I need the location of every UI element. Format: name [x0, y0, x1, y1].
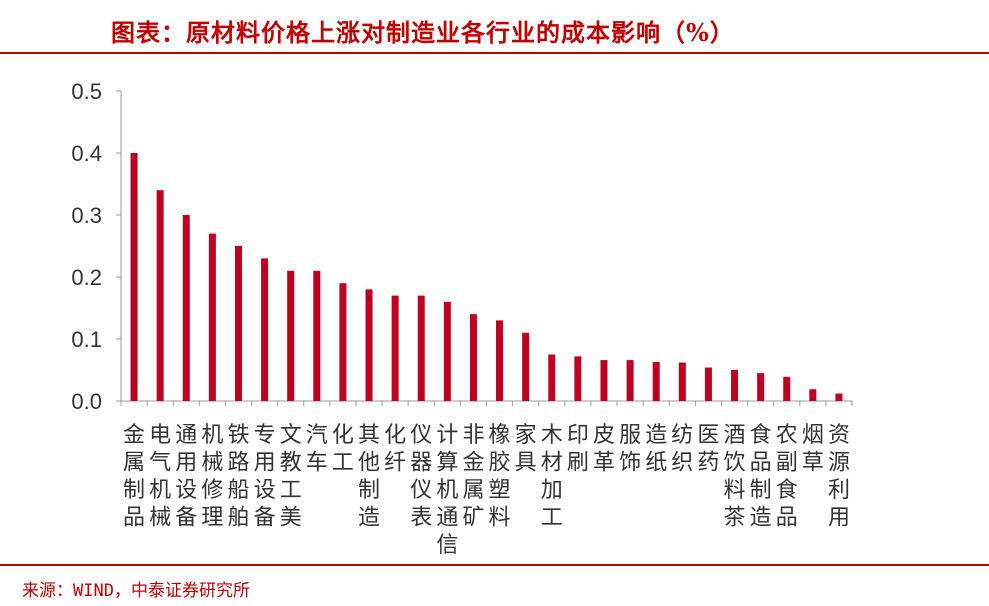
- y-tick-label: 0.0: [71, 389, 102, 414]
- bar-12: [417, 295, 425, 401]
- y-tick-label: 0.2: [71, 265, 102, 290]
- category-labels: 金属制品电气机械通用设备机械修理铁路船舶专用设备文教工美汽车化工其他制造化纤仪器…: [123, 423, 850, 558]
- bar-18: [574, 356, 582, 401]
- bar-25: [757, 373, 765, 401]
- bar-23: [704, 367, 712, 401]
- category-label: 服饰: [619, 423, 641, 476]
- category-label: 电气机械: [149, 423, 171, 531]
- category-label: 通用设备: [175, 423, 197, 531]
- category-label: 木材加工: [541, 423, 563, 531]
- source-note: 来源：WIND，中泰证券研究所: [22, 581, 250, 601]
- category-label: 非金属矿: [462, 423, 484, 531]
- category-label: 食品制造: [750, 423, 772, 531]
- title-divider: [0, 52, 989, 54]
- bar-13: [443, 301, 451, 401]
- bar-2: [156, 190, 164, 401]
- category-label: 文教工美: [280, 423, 302, 531]
- category-label: 印刷: [567, 423, 589, 476]
- bar-chart: 0.0 0.1 0.2 0.3 0.4 0.5 金属制品电气机械通用设备机械修理铁路船舶专…: [71, 79, 853, 558]
- y-tick-label: 0.3: [71, 203, 102, 228]
- bar-6: [261, 258, 269, 401]
- category-label: 皮革: [593, 423, 615, 476]
- category-label: 机械修理: [201, 423, 223, 531]
- y-tick-label: 0.1: [71, 327, 102, 352]
- category-label: 橡胶塑料: [489, 423, 511, 531]
- category-label: 铁路船舶: [227, 423, 249, 531]
- bar-8: [313, 270, 321, 401]
- category-label: 化工: [332, 423, 354, 476]
- bar-28: [835, 393, 843, 401]
- category-label: 医药: [697, 423, 719, 476]
- bar-20: [626, 360, 634, 401]
- category-label: 化纤: [384, 423, 406, 476]
- y-tick-label: 0.4: [71, 141, 102, 166]
- title-bar: 图表：原材料价格上涨对制造业各行业的成本影响（%）: [0, 0, 989, 50]
- bar-24: [731, 370, 739, 401]
- category-label: 农副食品: [776, 423, 798, 531]
- category-label: 烟草: [802, 423, 824, 476]
- bar-1: [130, 153, 138, 401]
- footer-divider: [0, 564, 989, 566]
- bar-19: [600, 360, 608, 401]
- bar-10: [365, 289, 373, 401]
- bar-26: [783, 376, 791, 401]
- bar-27: [809, 389, 817, 401]
- chart-title: 图表：原材料价格上涨对制造业各行业的成本影响（%）: [111, 18, 735, 47]
- category-label: 专用设备: [254, 423, 276, 531]
- bar-5: [234, 246, 242, 401]
- bar-4: [208, 233, 216, 401]
- category-label: 其他制造: [358, 423, 380, 531]
- category-label: 计算机通信: [436, 423, 458, 558]
- category-label: 家具: [515, 423, 537, 476]
- bar-9: [339, 283, 347, 401]
- bar-11: [391, 295, 399, 401]
- y-tick-label: 0.5: [71, 79, 102, 104]
- category-label: 仪器仪表: [410, 423, 432, 531]
- bars: [130, 153, 843, 401]
- bar-14: [469, 314, 477, 401]
- category-label: 金属制品: [123, 423, 145, 531]
- y-axis: 0.0 0.1 0.2 0.3 0.4 0.5: [71, 79, 122, 414]
- category-label: 汽车: [306, 423, 328, 476]
- bar-17: [548, 354, 556, 401]
- bar-7: [287, 270, 295, 401]
- bar-22: [678, 362, 686, 401]
- bar-3: [182, 215, 190, 401]
- category-label: 酒饮料茶: [724, 423, 746, 531]
- bar-15: [496, 320, 504, 401]
- bar-21: [652, 361, 660, 401]
- category-label: 造纸: [645, 423, 667, 476]
- category-label: 资源利用: [828, 423, 850, 531]
- x-axis: [120, 400, 853, 406]
- bar-16: [522, 332, 530, 401]
- category-label: 纺织: [671, 423, 693, 476]
